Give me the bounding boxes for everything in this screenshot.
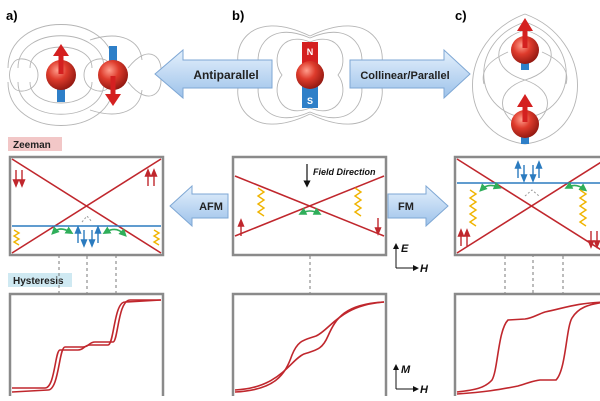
collinear-dimer-sphere-bottom: [511, 94, 539, 144]
hysteresis-branch-down: [11, 299, 161, 393]
energy-field-axes-icon: E H: [393, 243, 429, 275]
tunneling-arrow-icon: [152, 229, 161, 246]
hysteresis-branch-down: [234, 301, 385, 391]
avoided-crossing-icon: [81, 215, 93, 223]
arrowhead-down-icon: [105, 94, 121, 106]
zeeman-label: Zeeman: [13, 140, 51, 151]
magnet-south-label: S: [307, 96, 313, 106]
collinear-parallel-arrow: Collinear/Parallel: [349, 48, 471, 100]
axis-label-field: H: [420, 384, 429, 396]
zeeman-diagram-single: Field Direction: [231, 155, 388, 257]
arrowhead-up-icon: [53, 44, 69, 56]
transition-arrow-icon: [564, 181, 588, 192]
tunneling-arrow-icon: [12, 229, 21, 246]
hysteresis-plot-fm: [453, 292, 600, 400]
axis-label-energy: E: [401, 243, 409, 255]
hysteresis-plot-afm: [8, 292, 165, 400]
spin-sphere: [296, 61, 324, 89]
bar-magnet-with-spin: N S: [296, 42, 324, 108]
axis-label-field: H: [420, 263, 429, 275]
fm-arrow: FM: [387, 184, 449, 228]
spin-sphere: [98, 60, 128, 90]
tunneling-arrow-icon: [353, 187, 363, 217]
spin-up-small-icon: [237, 218, 245, 236]
spin-pair-mixed-icon: [514, 160, 543, 183]
zeeman-level-line: [11, 158, 162, 254]
afm-arrow: AFM: [169, 184, 229, 228]
zeeman-level-line: [456, 161, 600, 254]
spin-sphere: [511, 36, 539, 64]
tunneling-arrow-icon: [468, 189, 478, 227]
tunneling-arrow-icon: [578, 189, 588, 227]
spin-down-small-icon: [374, 218, 382, 236]
spin-pair-down-icon: [12, 170, 26, 188]
magnet-bar-north: [109, 46, 117, 64]
collinear-dimer-sphere-top: [511, 18, 539, 70]
transition-arrow-icon: [298, 207, 322, 215]
avoided-crossing-icon: [524, 189, 540, 197]
magnet-bar-south: [57, 84, 65, 102]
transition-arrow-icon: [51, 226, 74, 235]
spin-pair-up-icon: [144, 168, 158, 186]
hysteresis-branch-down: [456, 301, 600, 395]
tunneling-arrow-icon: [256, 187, 266, 217]
spin-pair-up-icon: [457, 228, 471, 246]
panel-label-b: b): [232, 8, 244, 23]
plot-frame: [453, 292, 600, 400]
panel-label-a: a): [6, 8, 18, 23]
antiparallel-dimer-illustration: [7, 24, 115, 126]
hysteresis-branch-up: [456, 301, 600, 393]
magnetization-field-axes-icon: M H: [393, 364, 429, 396]
zeeman-diagram-afm: [8, 155, 165, 257]
zeeman-diagram-fm: [453, 155, 600, 257]
transition-arrow-icon: [479, 181, 502, 192]
antiparallel-arrow: Antiparallel: [154, 48, 273, 100]
axis-label-magnetization: M: [401, 364, 411, 376]
antiparallel-dimer-sphere-left: [46, 44, 76, 102]
spin-pair-mixed-icon: [74, 225, 102, 248]
hysteresis-plot-single: [231, 292, 388, 400]
antiparallel-label: Antiparallel: [193, 68, 258, 82]
spin-sphere: [511, 110, 539, 138]
zeeman-level-line: [234, 175, 385, 237]
collinear-dimer-field-lines: [472, 13, 578, 145]
plot-frame: [231, 292, 388, 400]
magnet-north-label: N: [307, 47, 314, 57]
zeeman-section-label: Zeeman: [8, 137, 62, 151]
hysteresis-label: Hysteresis: [13, 276, 64, 287]
afm-label: AFM: [199, 201, 223, 213]
transition-arrow-icon: [102, 226, 127, 237]
fm-label: FM: [398, 201, 414, 213]
collinear-parallel-label: Collinear/Parallel: [360, 70, 449, 82]
antiparallel-dimer-sphere-right: [98, 46, 128, 106]
arrowhead-up-icon: [517, 94, 533, 107]
hysteresis-section-label: Hysteresis: [8, 273, 72, 287]
field-direction-label: Field Direction: [313, 167, 376, 177]
spin-sphere: [46, 60, 76, 90]
spin-pair-down-icon: [587, 231, 600, 249]
arrowhead-up-icon: [517, 18, 533, 31]
panel-label-c: c): [455, 8, 467, 23]
